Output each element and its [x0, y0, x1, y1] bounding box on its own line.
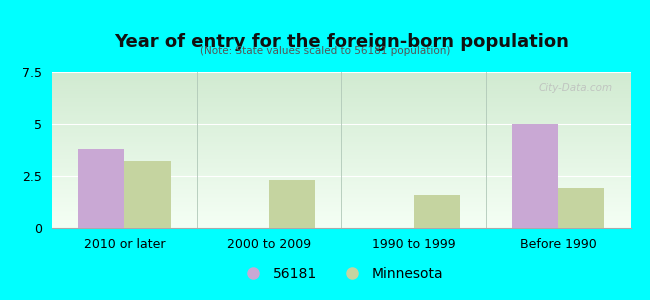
- Legend: 56181, Minnesota: 56181, Minnesota: [234, 262, 448, 286]
- Bar: [124, 161, 170, 228]
- Bar: [413, 195, 460, 228]
- Title: Year of entry for the foreign-born population: Year of entry for the foreign-born popul…: [114, 33, 569, 51]
- Bar: [512, 124, 558, 228]
- Bar: [78, 149, 124, 228]
- Text: City-Data.com: City-Data.com: [539, 83, 613, 93]
- Bar: [558, 188, 605, 228]
- Bar: [269, 180, 315, 228]
- Text: (Note: State values scaled to 56181 population): (Note: State values scaled to 56181 popu…: [200, 46, 450, 56]
